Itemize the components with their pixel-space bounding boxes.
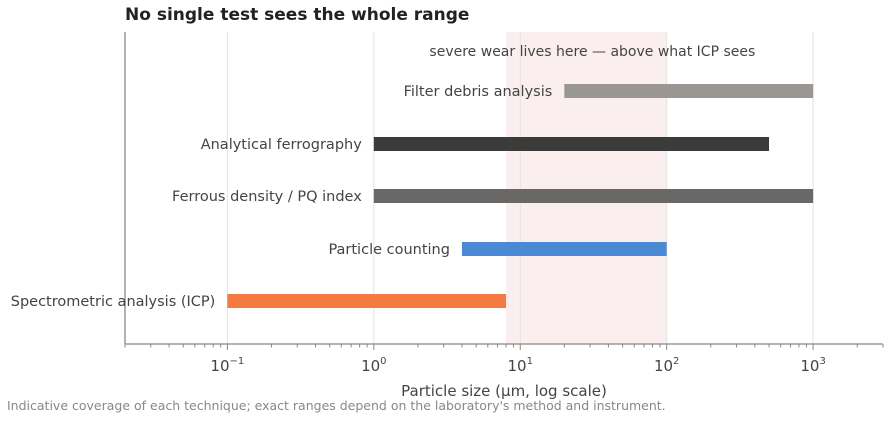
bars: Spectrometric analysis (ICP) Particle cou… [11, 84, 814, 310]
highlight-band [506, 32, 667, 344]
range-bar [461, 242, 667, 256]
range-bar [373, 189, 814, 203]
footnote: Indicative coverage of each technique; e… [7, 398, 666, 413]
bar-label: Analytical ferrography [201, 137, 363, 153]
highlight-annotation: severe wear lives here — above what ICP … [429, 44, 755, 60]
range-bar [227, 294, 507, 308]
range-bar [564, 84, 814, 98]
x-tick-label: 100 [361, 356, 386, 375]
bar-label: Ferrous density / PQ index [172, 189, 362, 205]
bar-label: Spectrometric analysis (ICP) [11, 294, 216, 310]
x-tick-label: 101 [508, 356, 533, 375]
bar-label: Filter debris analysis [404, 84, 553, 100]
range-bar [373, 137, 770, 151]
x-tick-label: 103 [800, 356, 825, 375]
x-tick-label: 10−1 [210, 356, 244, 375]
bar-label: Particle counting [328, 242, 450, 258]
x-axis-label: Particle size (μm, log scale) [401, 382, 607, 400]
x-ticks: 10−1 100 101 102 103 [124, 344, 884, 375]
x-tick-label: 102 [654, 356, 679, 375]
chart-title: No single test sees the whole range [125, 5, 469, 25]
